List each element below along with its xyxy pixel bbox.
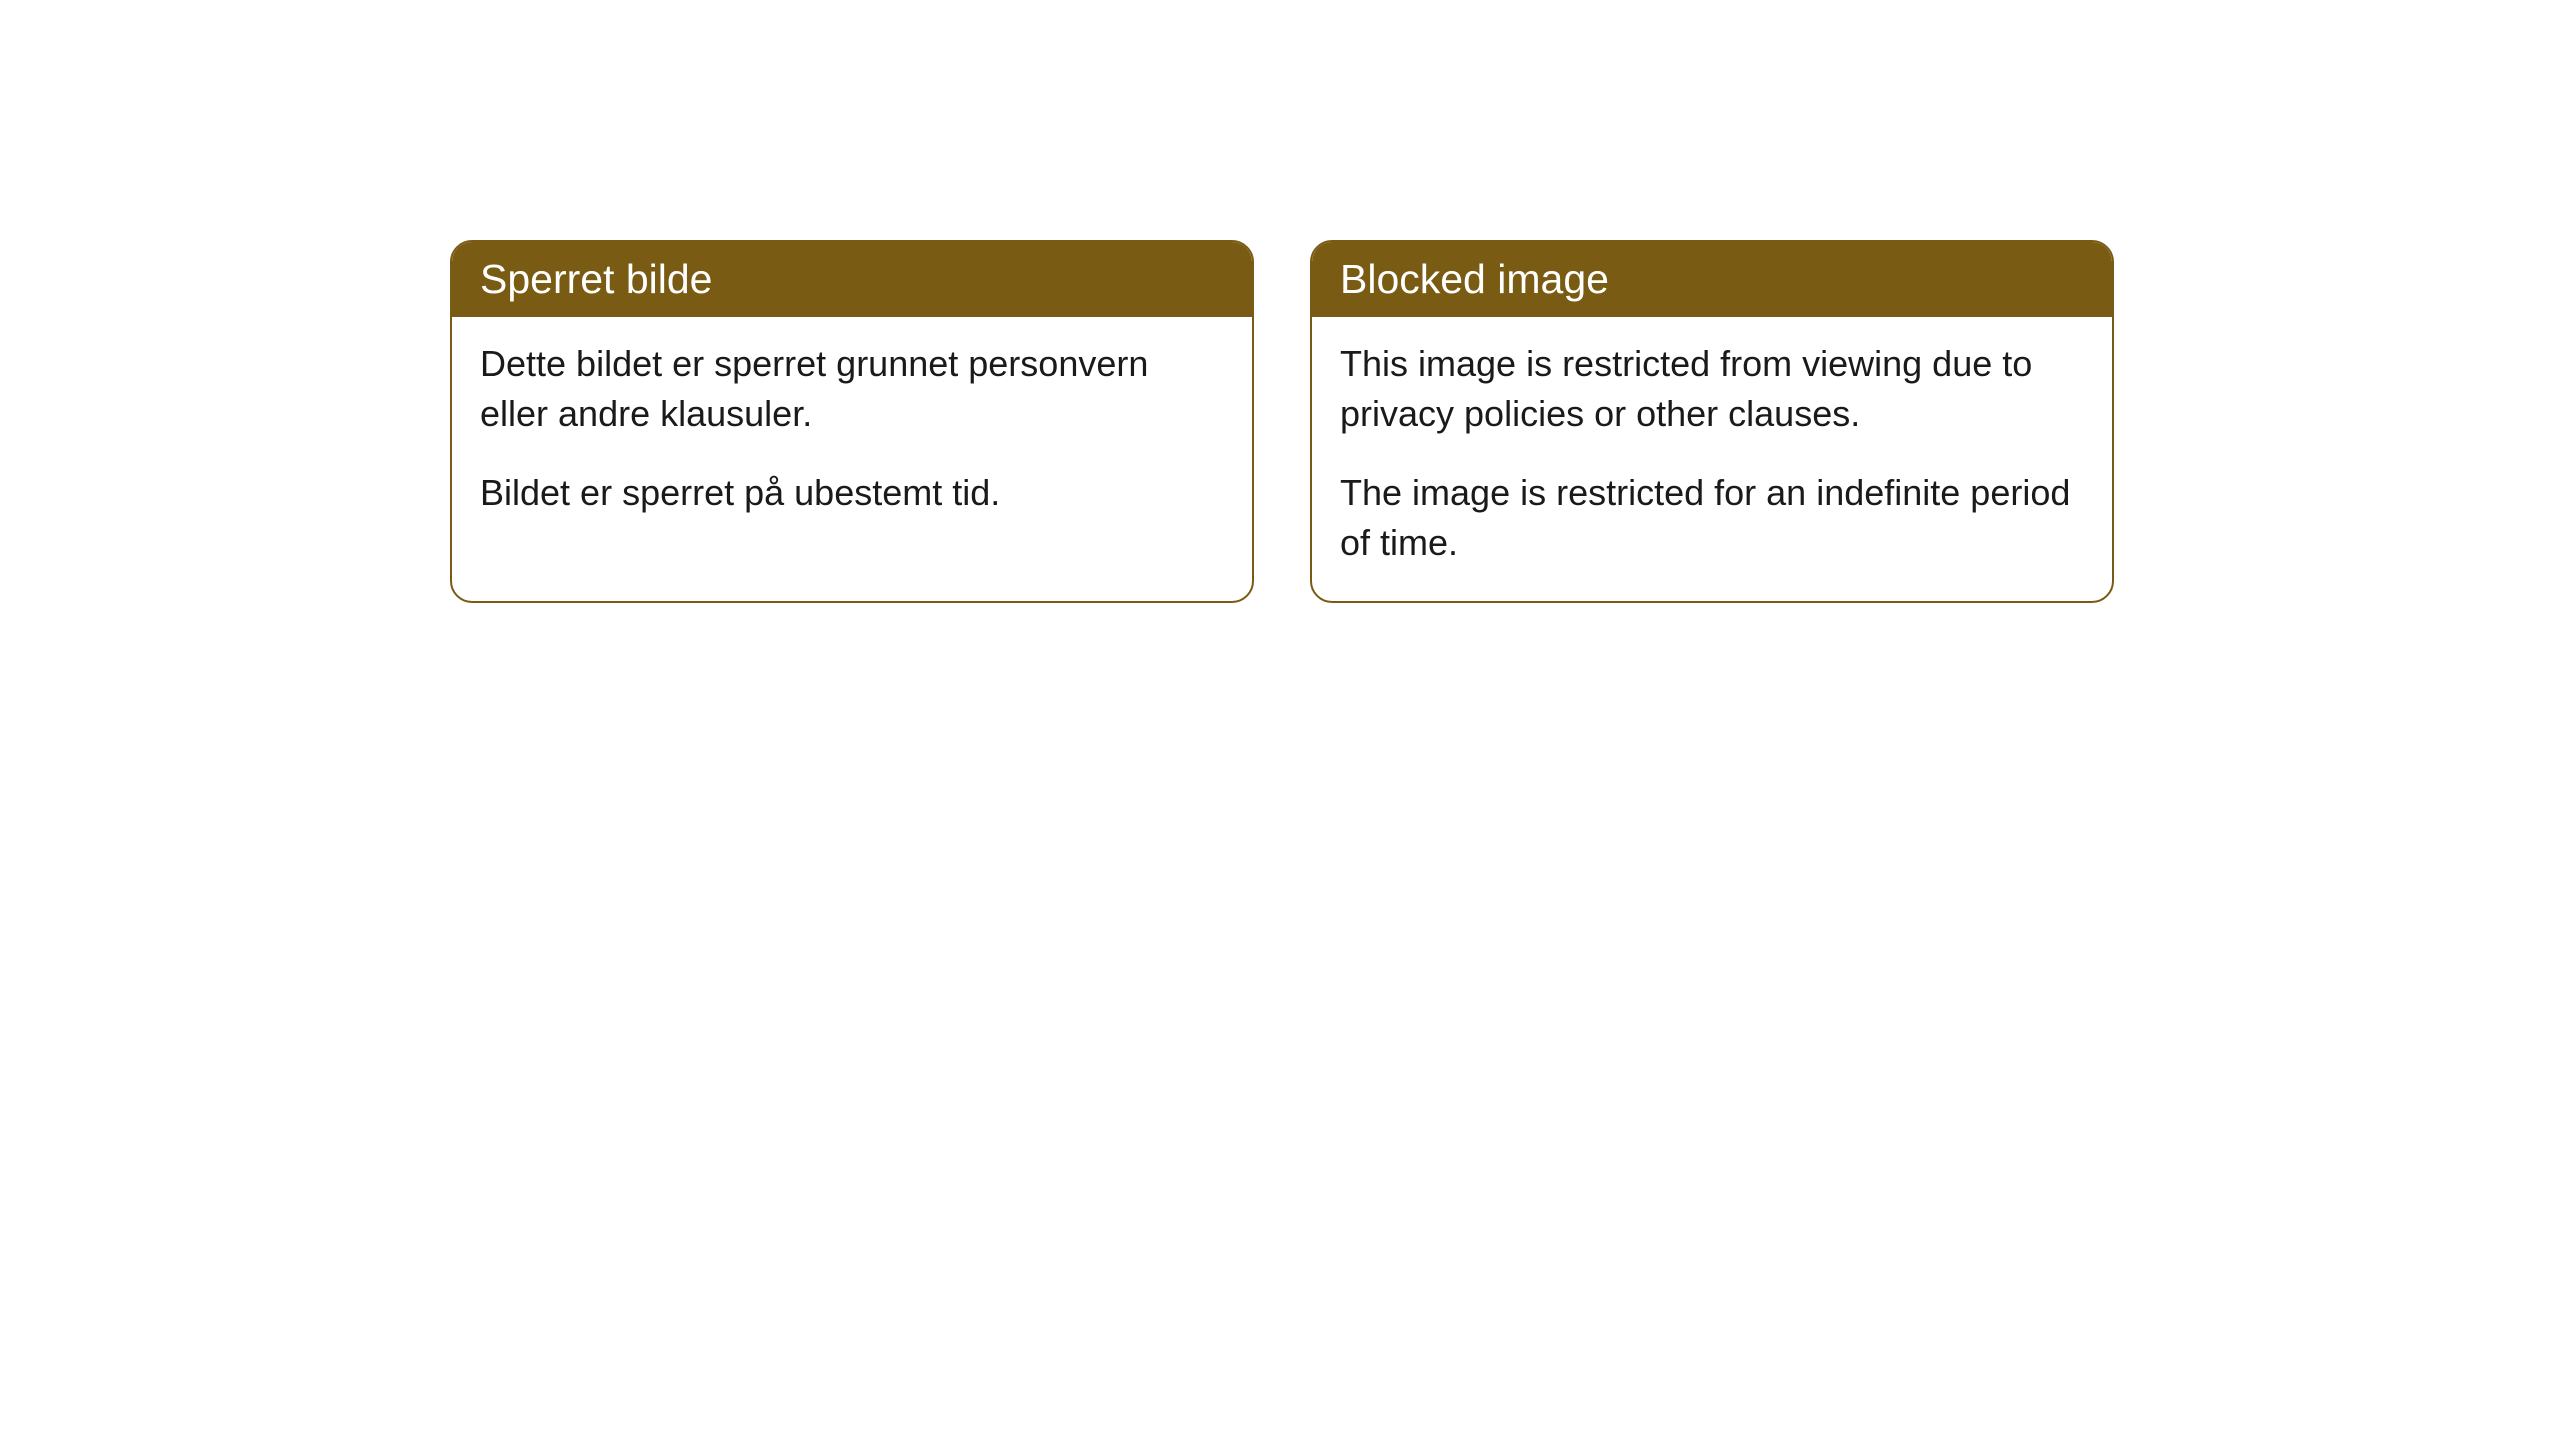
card-paragraph-1: This image is restricted from viewing du… [1340,339,2084,440]
card-header-english: Blocked image [1312,242,2112,317]
card-paragraph-2: Bildet er sperret på ubestemt tid. [480,468,1224,518]
card-paragraph-2: The image is restricted for an indefinit… [1340,468,2084,569]
card-body-english: This image is restricted from viewing du… [1312,317,2112,601]
card-header-norwegian: Sperret bilde [452,242,1252,317]
cards-container: Sperret bilde Dette bildet er sperret gr… [450,240,2560,603]
blocked-image-card-norwegian: Sperret bilde Dette bildet er sperret gr… [450,240,1254,603]
card-body-norwegian: Dette bildet er sperret grunnet personve… [452,317,1252,550]
blocked-image-card-english: Blocked image This image is restricted f… [1310,240,2114,603]
card-paragraph-1: Dette bildet er sperret grunnet personve… [480,339,1224,440]
